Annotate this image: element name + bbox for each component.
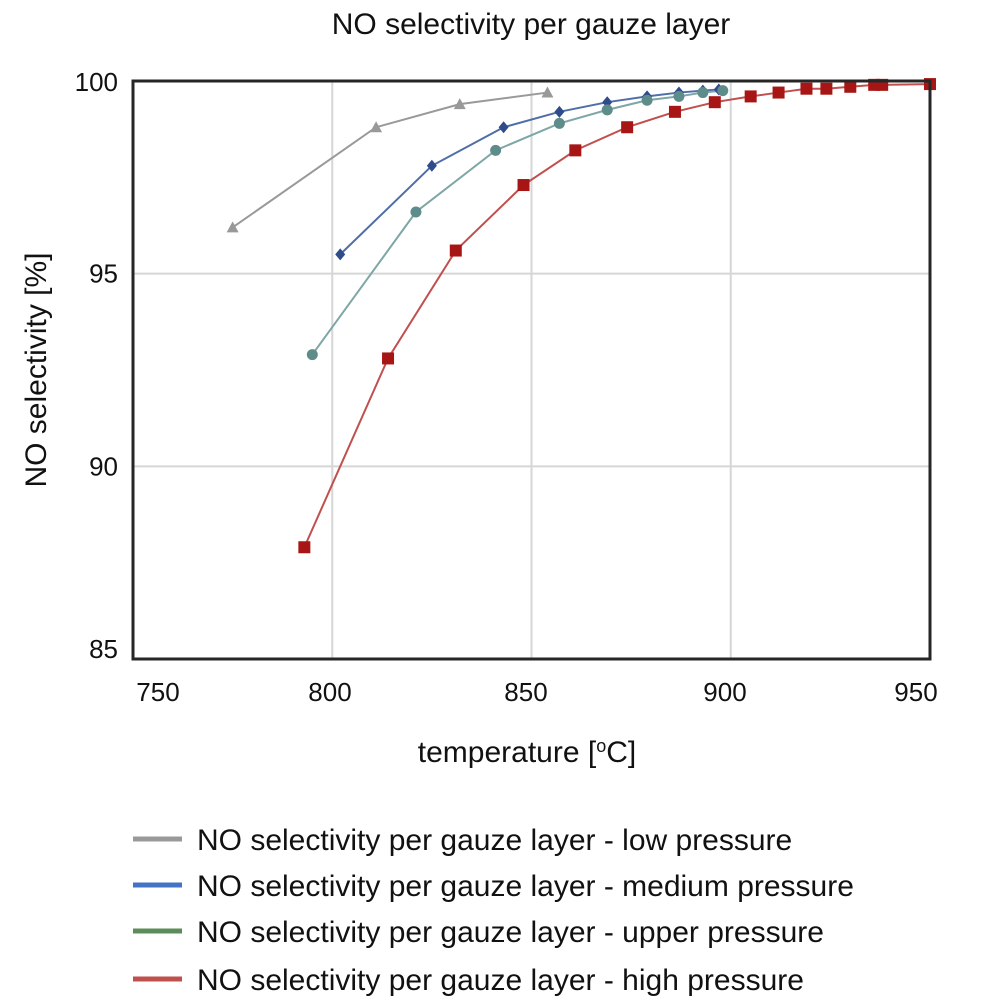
series-3-point-7	[708, 96, 721, 109]
y-tick-label: 100	[75, 67, 118, 97]
y-tick-label: 85	[89, 634, 118, 664]
y-tick-label: 95	[89, 259, 118, 289]
series-0-point-3	[541, 86, 554, 98]
series-line-3	[303, 83, 931, 548]
series-2-point-2	[490, 144, 502, 156]
series-3-point-3	[517, 179, 530, 192]
series-markers	[226, 78, 936, 554]
legend-label-1: NO selectivity per gauze layer - medium …	[197, 870, 854, 903]
series-2-point-6	[673, 90, 685, 102]
series-1-point-0	[335, 248, 346, 261]
x-tick-label: 950	[894, 677, 937, 707]
series-3-point-11	[820, 82, 833, 95]
y-axis-label: NO selectivity [%]	[20, 252, 53, 487]
series-2-point-8	[717, 85, 729, 97]
series-2-point-7	[697, 87, 709, 99]
x-axis-label: temperature [oC]	[418, 736, 636, 769]
series-line-0	[232, 91, 548, 229]
legend-label-2: NO selectivity per gauze layer - upper p…	[197, 916, 824, 949]
series-3-point-5	[621, 121, 634, 134]
chart-title: NO selectivity per gauze layer	[332, 8, 731, 41]
legend-label-0: NO selectivity per gauze layer - low pre…	[197, 824, 792, 857]
series-2-point-5	[641, 94, 653, 106]
series-2-point-3	[553, 117, 565, 129]
series-3-point-12	[844, 80, 857, 93]
x-axis-label-tail: C]	[606, 736, 636, 769]
legend: NO selectivity per gauze layer - low pre…	[133, 824, 854, 997]
series-2-point-4	[601, 104, 613, 116]
series-3-point-10	[800, 82, 813, 95]
series-3-point-4	[569, 144, 582, 157]
series-1-point-3	[554, 105, 565, 118]
x-tick-label: 750	[136, 677, 179, 707]
x-tick-label: 800	[308, 677, 351, 707]
series-3-point-8	[744, 90, 757, 103]
series-0-point-0	[226, 221, 239, 233]
x-axis-label-superscript: o	[596, 736, 606, 756]
x-axis-ticks: 750 800 850 900 950	[136, 677, 937, 707]
x-tick-label: 850	[504, 677, 547, 707]
plot-area-border	[131, 79, 932, 661]
series-line-1	[339, 88, 719, 256]
series-3-point-6	[668, 105, 681, 118]
series-0-point-1	[370, 121, 383, 133]
legend-label-3: NO selectivity per gauze layer - high pr…	[197, 964, 804, 997]
series-3-point-2	[449, 244, 462, 257]
series-3-point-9	[772, 86, 785, 99]
series-1-point-1	[426, 159, 437, 172]
y-tick-label: 90	[89, 451, 118, 481]
x-axis-label-main: temperature [	[418, 736, 597, 769]
x-tick-label: 900	[703, 677, 746, 707]
series-2-point-1	[410, 206, 422, 218]
series-3-point-1	[382, 352, 395, 365]
series-1-point-2	[498, 121, 509, 134]
y-axis-ticks: 85 90 95 100	[75, 67, 118, 664]
series-0-point-2	[453, 98, 466, 110]
series-2-point-0	[306, 349, 318, 361]
series-3-point-0	[298, 541, 311, 554]
grid	[133, 81, 930, 659]
